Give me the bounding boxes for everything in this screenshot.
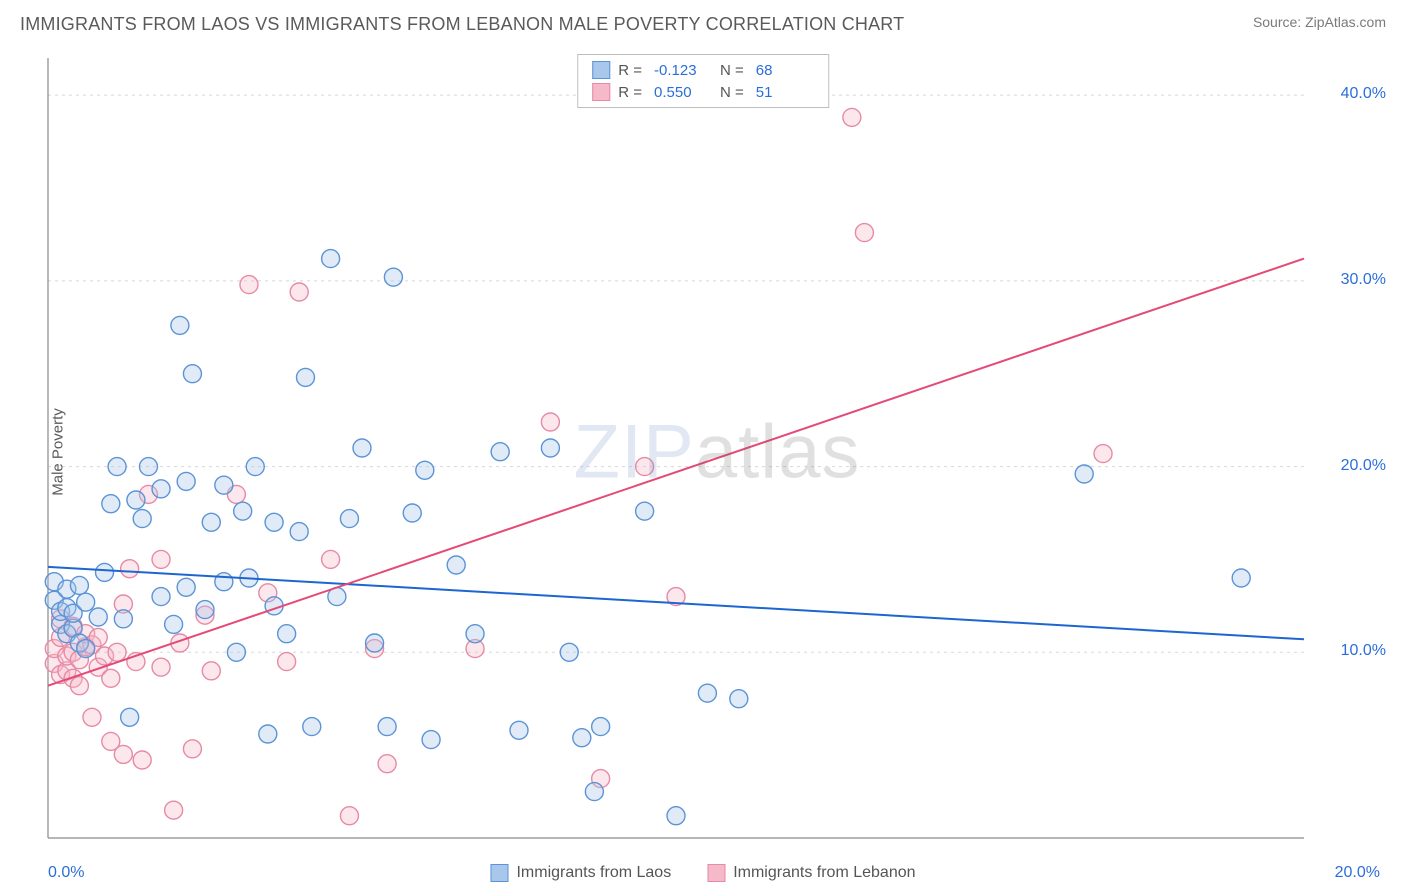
y-tick-label: 30.0%: [1341, 271, 1386, 289]
chart-area: Male Poverty ZIPatlas: [44, 54, 1390, 850]
r-label: R =: [618, 62, 642, 79]
n-value-lebanon: 51: [756, 84, 814, 101]
series-legend: Immigrants from Laos Immigrants from Leb…: [490, 864, 915, 882]
stats-row-laos: R = -0.123 N = 68: [578, 59, 828, 81]
scatter-chart: [44, 54, 1374, 844]
n-value-laos: 68: [756, 62, 814, 79]
x-tick-min: 0.0%: [48, 864, 84, 882]
r-label: R =: [618, 84, 642, 101]
swatch-laos: [490, 864, 508, 882]
n-label: N =: [720, 62, 744, 79]
chart-title: IMMIGRANTS FROM LAOS VS IMMIGRANTS FROM …: [20, 14, 904, 35]
legend-label-laos: Immigrants from Laos: [516, 864, 671, 882]
x-tick-max: 20.0%: [1335, 864, 1380, 882]
swatch-lebanon: [707, 864, 725, 882]
source-prefix: Source:: [1253, 14, 1305, 30]
swatch-lebanon: [592, 83, 610, 101]
y-tick-label: 40.0%: [1341, 85, 1386, 103]
n-label: N =: [720, 84, 744, 101]
stats-row-lebanon: R = 0.550 N = 51: [578, 81, 828, 103]
y-tick-label: 10.0%: [1341, 642, 1386, 660]
legend-item-laos: Immigrants from Laos: [490, 864, 671, 882]
source-name: ZipAtlas.com: [1305, 14, 1386, 30]
r-value-laos: -0.123: [654, 62, 712, 79]
header: IMMIGRANTS FROM LAOS VS IMMIGRANTS FROM …: [0, 0, 1406, 48]
legend-item-lebanon: Immigrants from Lebanon: [707, 864, 915, 882]
swatch-laos: [592, 61, 610, 79]
y-tick-label: 20.0%: [1341, 457, 1386, 475]
y-axis-label: Male Poverty: [49, 408, 66, 496]
correlation-stats-box: R = -0.123 N = 68 R = 0.550 N = 51: [577, 54, 829, 108]
source-attribution: Source: ZipAtlas.com: [1253, 14, 1386, 30]
r-value-lebanon: 0.550: [654, 84, 712, 101]
legend-label-lebanon: Immigrants from Lebanon: [733, 864, 915, 882]
